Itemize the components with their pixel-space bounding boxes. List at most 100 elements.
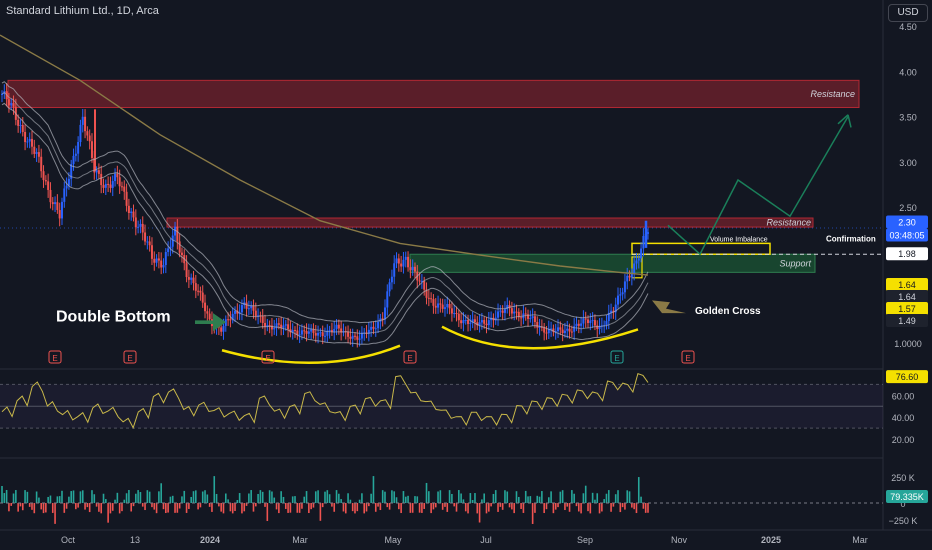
volume-bar	[437, 491, 439, 503]
rsi-pane	[0, 372, 883, 429]
candle-body	[596, 325, 599, 329]
candle-body	[70, 164, 73, 179]
volume-bar	[568, 503, 571, 512]
candle-body	[245, 302, 248, 309]
volume-bar	[65, 503, 68, 509]
candle-body	[305, 330, 308, 334]
price-axis[interactable]: 4.504.003.503.002.502.001.501.00002.3003…	[886, 22, 928, 526]
candle-body	[570, 331, 573, 333]
volume-bar	[344, 503, 347, 514]
volume-bar	[68, 496, 70, 503]
volume-bar	[201, 491, 204, 503]
candle-body	[111, 181, 114, 188]
volume-bar	[81, 490, 84, 503]
volume-bar	[559, 491, 562, 503]
volume-bar	[264, 503, 266, 507]
candle-body	[81, 116, 84, 125]
volume-bar	[494, 490, 497, 503]
volume-bar	[566, 503, 569, 507]
candle-body	[118, 177, 121, 187]
volume-bar	[190, 496, 192, 503]
candle-body	[448, 304, 451, 309]
volume-bar	[621, 503, 624, 508]
candle-body	[169, 246, 172, 249]
time-tick: May	[384, 535, 402, 545]
candle-body	[88, 135, 91, 142]
candle-body	[127, 205, 130, 214]
candle-body	[593, 320, 596, 326]
candle-body	[580, 323, 583, 326]
moving-averages	[0, 34, 649, 345]
volume-bar	[86, 503, 89, 508]
volume-bar	[446, 503, 449, 512]
volume-bar	[171, 495, 174, 503]
volume-bar	[75, 503, 77, 510]
volume-bar	[42, 503, 45, 514]
candle-body	[275, 323, 278, 328]
candle-body	[517, 311, 520, 318]
candle-body	[402, 259, 405, 267]
candle-body	[536, 321, 539, 328]
volume-bar	[130, 503, 132, 512]
candle-body	[566, 328, 569, 331]
candle-body	[630, 273, 633, 278]
volume-bar	[423, 503, 426, 509]
volume-bar	[229, 503, 232, 512]
candle-body	[162, 265, 165, 268]
volume-bar	[439, 490, 442, 503]
candle-body	[610, 310, 613, 313]
volume-bar	[197, 503, 199, 510]
volume-bar	[591, 492, 594, 503]
candle-body	[400, 263, 403, 267]
candle-body	[471, 319, 474, 323]
volume-bar	[492, 493, 495, 503]
volume-bar	[356, 503, 359, 512]
volume-bar	[497, 503, 499, 512]
candle-body	[411, 266, 414, 271]
volume-bar	[499, 503, 502, 507]
volume-bar	[534, 503, 536, 513]
ma-value-label: 1.57	[898, 304, 916, 314]
candle-body	[139, 223, 142, 227]
volume-bar	[520, 503, 522, 509]
volume-bar	[508, 503, 511, 508]
volume-bar	[640, 496, 642, 503]
volume-bar	[116, 492, 119, 503]
volume-bar	[271, 491, 273, 503]
candle-body	[180, 252, 183, 256]
candle-body	[582, 318, 585, 324]
time-axis[interactable]: Oct 13 2024 Mar May Jul Sep Nov 2025 Mar	[61, 535, 868, 545]
time-tick: 2024	[200, 535, 220, 545]
volume-bar	[224, 493, 227, 503]
candle-body	[86, 131, 89, 136]
volume-bar	[282, 496, 285, 503]
candle-body	[464, 320, 467, 322]
symbol-title[interactable]: Standard Lithium Ltd., 1D, Arca	[6, 5, 159, 17]
volume-bar	[571, 490, 573, 503]
volume-bar	[518, 496, 520, 503]
earnings-marker	[48, 350, 62, 364]
currency-button[interactable]: USD	[888, 4, 928, 22]
candle-body	[90, 141, 93, 158]
candle-body	[273, 327, 276, 330]
candle-body	[563, 330, 566, 334]
volume-bar	[564, 503, 566, 511]
candle-body	[141, 223, 144, 233]
volume-bar	[128, 490, 130, 503]
volume-bar	[379, 503, 382, 511]
volume-bar	[460, 493, 462, 503]
volume-bar	[51, 503, 54, 513]
candle-body	[619, 294, 622, 296]
volume-bar	[458, 490, 460, 503]
ma-value-label-bg	[886, 290, 928, 304]
price-tick: 4.50	[899, 22, 917, 32]
candle-body	[107, 183, 110, 185]
volume-bar	[488, 503, 490, 512]
volume-bar	[594, 499, 596, 503]
candle-body	[167, 248, 170, 252]
volume-bar	[582, 493, 585, 503]
candle-body	[633, 263, 636, 274]
volume-bar	[547, 497, 550, 503]
volume-bar	[589, 503, 592, 514]
volume-bar	[31, 503, 33, 510]
